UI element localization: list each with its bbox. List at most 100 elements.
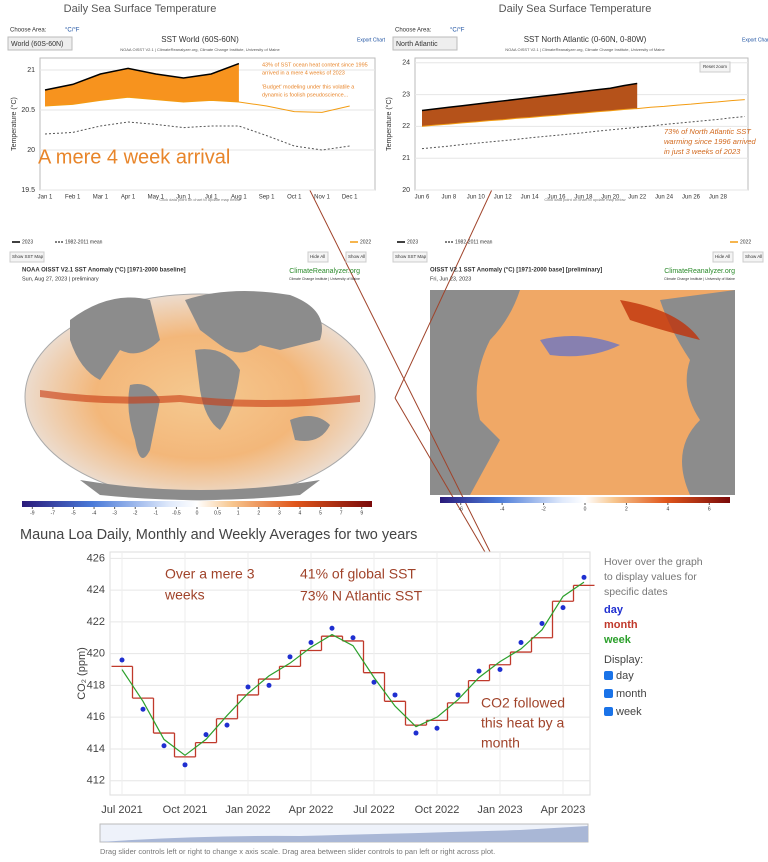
x-tick-label: Jun 8 (442, 195, 457, 201)
button[interactable] (712, 251, 734, 263)
data-point (287, 654, 293, 660)
colorbar-label: 2 (625, 506, 628, 512)
checkbox[interactable] (604, 689, 613, 698)
x-tick-label: Jun 10 (467, 195, 486, 201)
area-select[interactable] (7, 36, 73, 51)
annotation: 73% N Atlantic SST (300, 588, 423, 604)
annotation: 43% of SST ocean heat content since 1995 (262, 62, 368, 68)
x-tick-label: Jan 2023 (477, 804, 522, 816)
x-tick-label: Jun 1 (176, 195, 191, 201)
data-point (161, 743, 167, 749)
button[interactable] (307, 251, 329, 263)
data-point (203, 732, 209, 738)
colorbar-label: 2 (257, 510, 260, 516)
y-axis-label: Temperature (°C) (385, 97, 393, 151)
data-point (518, 640, 524, 646)
data-point (140, 706, 146, 712)
data-point (266, 682, 272, 688)
choose-label: Choose Area: (395, 28, 432, 34)
x-tick-label: Jun 20 (601, 195, 620, 201)
annotation: CO2 followed (481, 695, 565, 711)
annotation: weeks (164, 587, 205, 603)
x-tick-label: Jul 1 (205, 195, 218, 201)
colorbar-label: 0.5 (214, 510, 221, 516)
legend-entry: 2022 (360, 239, 371, 245)
unit-toggle: °C/°F (65, 28, 80, 34)
y-tick-label: 418 (87, 679, 105, 691)
button[interactable] (742, 251, 764, 263)
export-button[interactable]: Export Chart (742, 37, 768, 43)
checkbox-label: day (616, 670, 634, 682)
area-select-text: North Atlantic (396, 41, 438, 48)
legend-entry: 1982-2011 mean (65, 239, 103, 245)
chart-title: SST North Atlantic (0-60N, 0-80W) (524, 35, 647, 44)
x-tick-label: Jul 2022 (353, 804, 395, 816)
zoom-button[interactable] (699, 61, 731, 73)
button-label: Hide All (310, 254, 325, 259)
checkbox[interactable] (604, 671, 613, 680)
legend-entry: 2022 (740, 239, 751, 245)
data-point (413, 730, 419, 736)
y-tick-label: 426 (87, 552, 105, 564)
y-tick-label: 21 (402, 155, 410, 162)
hover-text: Hover over the graph (604, 556, 703, 568)
button-label: Show SST Map (12, 254, 44, 259)
colorbar-label: -1 (154, 510, 159, 516)
colorbar-label: 6 (708, 506, 711, 512)
colorbar-label: 0 (584, 506, 587, 512)
colorbar-label: -6 (458, 506, 463, 512)
atlantic-map (430, 290, 735, 495)
legend-entry: 2023 (22, 239, 33, 245)
button[interactable] (9, 251, 45, 263)
annotation: 41% of global SST (300, 566, 416, 582)
hover-text: specific dates (604, 586, 668, 598)
annotation: 'Budget' modeling under this volatile a (262, 84, 355, 90)
area-select[interactable] (392, 36, 458, 51)
button[interactable] (392, 251, 428, 263)
button-label: Show All (745, 254, 762, 259)
data-point (224, 722, 230, 728)
x-tick-label: Aug 1 (231, 195, 247, 201)
x-tick-label: Apr 2022 (289, 804, 334, 816)
x-tick-label: Jul 2021 (101, 804, 143, 816)
y-tick-label: 424 (87, 584, 105, 596)
checkbox[interactable] (604, 707, 613, 716)
colorbar-label: -2 (133, 510, 138, 516)
y-tick-label: 19.5 (21, 187, 35, 194)
y-tick-label: 20.5 (21, 107, 35, 114)
page-title: Daily Sea Surface Temperature (64, 3, 217, 15)
data-point (329, 625, 335, 631)
x-tick-label: Jun 12 (494, 195, 513, 201)
y-tick-label: 20 (402, 187, 410, 194)
data-point (455, 692, 461, 698)
checkbox-label: month (616, 688, 647, 700)
legend-entry: 1982-2011 mean (455, 239, 493, 245)
annotation: month (481, 735, 520, 751)
annotation: in just 3 weeks of 2023 (664, 147, 741, 156)
data-point (560, 605, 566, 611)
button[interactable] (345, 251, 367, 263)
data-point (581, 574, 587, 580)
x-tick-label: Nov 1 (314, 195, 330, 201)
data-point (182, 762, 188, 768)
x-tick-label: Sep 1 (259, 195, 275, 201)
export-button[interactable]: Export Chart (357, 37, 386, 43)
annotation: 73% of North Atlantic SST (664, 127, 752, 136)
plot-area (414, 57, 749, 191)
data-point (434, 725, 440, 731)
series-line (121, 581, 585, 757)
colorbar-label: -7 (51, 510, 56, 516)
button-label: Show All (348, 254, 365, 259)
series-line (421, 99, 745, 127)
data-point (371, 679, 377, 685)
legend-entry: month (604, 619, 638, 631)
colorbar-label: 4 (666, 506, 669, 512)
y-tick-label: 22 (402, 123, 410, 130)
x-tick-label: Jun 16 (547, 195, 566, 201)
chart-subtitle: NOAA OISST V2.1 | ClimateReanalyzer.org,… (120, 47, 280, 52)
chart-subtitle: NOAA OISST V2.1 | ClimateReanalyzer.org,… (505, 47, 665, 52)
colorbar (22, 501, 372, 507)
series-line (44, 121, 350, 151)
